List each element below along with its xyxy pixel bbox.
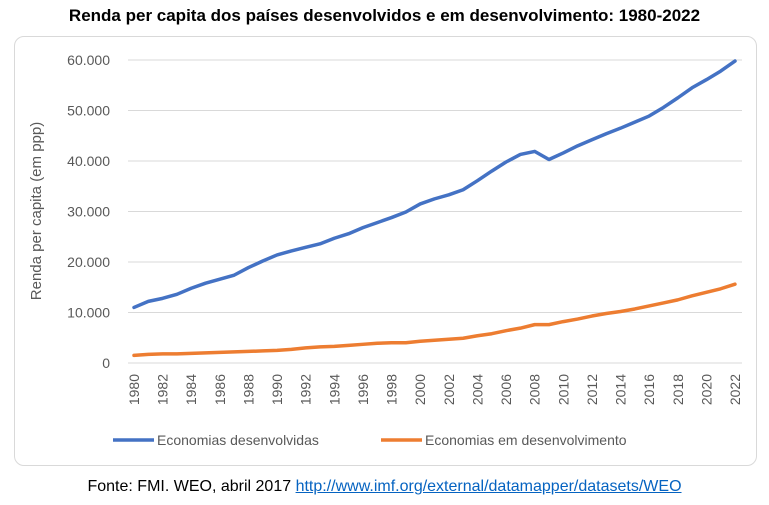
- source-note: Fonte: FMI. WEO, abril 2017 http://www.i…: [0, 478, 769, 496]
- x-tick-label: 2014: [613, 374, 629, 405]
- y-tick-label: 10.000: [67, 305, 110, 321]
- y-axis-ticks: 0 10.000 20.000 30.000 40.000 50.000 60.000: [67, 52, 110, 371]
- y-tick-label: 20.000: [67, 254, 110, 270]
- x-tick-label: 1992: [298, 374, 314, 405]
- x-tick-label: 1994: [326, 374, 342, 405]
- x-tick-label: 1998: [384, 374, 400, 405]
- y-tick-label: 60.000: [67, 52, 110, 68]
- x-tick-label: 2004: [469, 374, 485, 405]
- gridlines: [128, 59, 742, 364]
- x-tick-label: 2006: [498, 374, 514, 405]
- x-tick-label: 1990: [269, 374, 285, 405]
- series-line-developed: [132, 59, 737, 310]
- legend-label: Economias desenvolvidas: [157, 432, 319, 448]
- y-tick-label: 0: [102, 355, 110, 371]
- chart-title: Renda per capita dos países desenvolvido…: [68, 6, 701, 25]
- series-line-developing: [132, 282, 737, 358]
- x-tick-label: 2000: [412, 374, 428, 405]
- source-text: Fonte: FMI. WEO, abril 2017: [87, 478, 292, 495]
- y-tick-label: 30.000: [67, 204, 110, 220]
- x-tick-label: 1986: [212, 374, 228, 405]
- x-tick-label: 1984: [183, 374, 199, 405]
- x-tick-label: 2022: [727, 374, 743, 405]
- legend-label: Economias em desenvolvimento: [425, 432, 627, 448]
- x-tick-label: 1982: [155, 374, 171, 405]
- y-tick-label: 50.000: [67, 103, 110, 119]
- x-tick-label: 2016: [641, 374, 657, 405]
- series-lines: [132, 59, 737, 358]
- y-axis-label: Renda per capita (em ppp): [28, 122, 45, 300]
- x-tick-label: 1980: [126, 374, 142, 405]
- legend: Economias desenvolvidas Economias em dese…: [113, 432, 627, 448]
- x-tick-label: 1996: [355, 374, 371, 405]
- y-tick-label: 40.000: [67, 153, 110, 169]
- x-tick-label: 2012: [584, 374, 600, 405]
- x-tick-label: 2018: [670, 374, 686, 405]
- chart-frame: [14, 36, 757, 466]
- x-tick-label: 2010: [555, 374, 571, 405]
- x-axis-ticks: 1980 1982 1984 1986 1988 1990 1992 1994 1996 1998…: [126, 374, 743, 405]
- x-tick-label: 1988: [240, 374, 256, 405]
- x-tick-label: 2002: [441, 374, 457, 405]
- x-tick-label: 2008: [527, 374, 543, 405]
- x-tick-label: 2020: [698, 374, 714, 405]
- source-link[interactable]: http://www.imf.org/external/datamapper/d…: [295, 478, 682, 495]
